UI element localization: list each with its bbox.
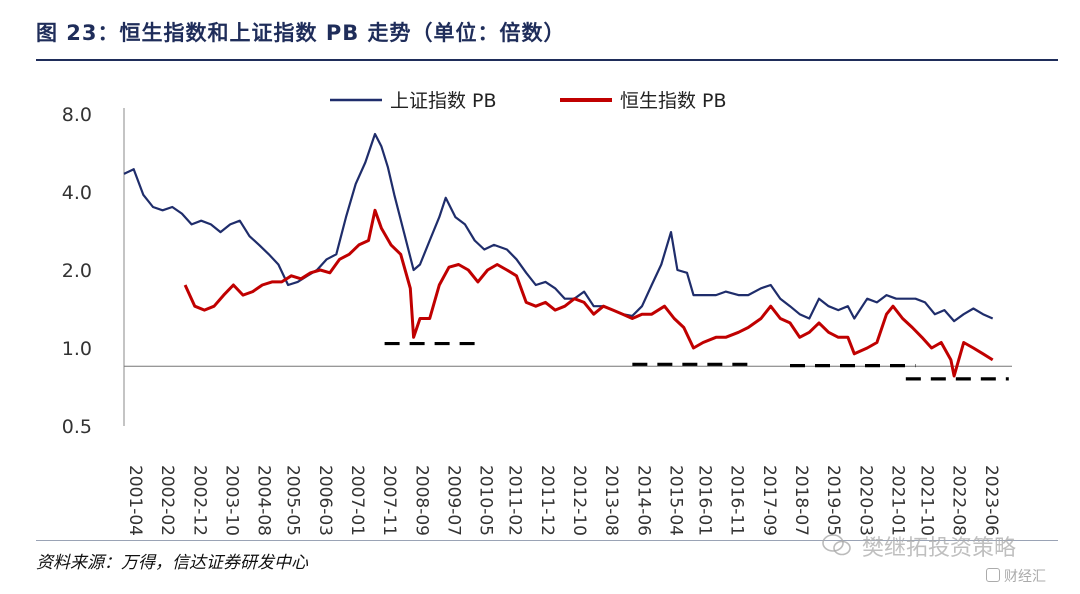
x-tick-label: 2016-01	[694, 465, 714, 536]
legend-label: 恒生指数 PB	[620, 90, 727, 112]
x-tick-label: 2001-04	[125, 465, 145, 536]
x-tick-label: 2023-06	[981, 465, 1001, 536]
series-line	[183, 208, 994, 378]
x-tick-label: 2020-03	[855, 465, 875, 536]
x-tick-label: 2002-12	[189, 465, 209, 536]
x-tick-label: 2006-03	[315, 465, 335, 536]
series-line	[123, 132, 994, 323]
finance-hub-icon	[986, 568, 1000, 582]
source-divider	[36, 540, 1058, 541]
x-tick-label: 2012-10	[569, 465, 589, 536]
x-tick-label: 2021-01	[888, 465, 908, 536]
x-tick-label: 2015-04	[666, 465, 686, 536]
wechat-icon	[822, 534, 851, 556]
x-tick-label: 2010-05	[476, 465, 496, 536]
y-tick-label: 8.0	[62, 104, 92, 126]
y-tick-label: 2.0	[62, 260, 92, 282]
x-tick-label: 2002-02	[157, 465, 177, 536]
x-tick-label: 2011-02	[505, 465, 525, 536]
x-tick-label: 2019-05	[823, 465, 843, 536]
pb-line-chart: 8.0 4.0 2.0 1.0 0.5 2001-04 2002-02 2002-12 2003…	[62, 90, 1012, 536]
legend-label: 上证指数 PB	[390, 90, 497, 112]
x-tick-label: 2016-11	[727, 465, 747, 536]
x-tick-label: 2007-11	[379, 465, 399, 536]
source-note: 资料来源：万得，信达证券研发中心	[36, 553, 308, 573]
x-tick-label: 2018-07	[791, 465, 811, 536]
x-tick-label: 2011-12	[537, 465, 557, 536]
watermark-text: 樊继拓投资策略	[862, 536, 1017, 561]
x-tick-label: 2014-06	[633, 465, 653, 536]
x-tick-label: 2013-08	[601, 465, 621, 536]
dashed-support-levels	[384, 341, 1009, 381]
y-tick-label: 0.5	[62, 416, 92, 438]
x-tick-label: 2021-10	[916, 465, 936, 536]
chart-series	[123, 132, 994, 378]
x-tick-label: 2009-07	[444, 465, 464, 536]
chart-legend: 上证指数 PB 恒生指数 PB	[330, 90, 727, 112]
x-tick-label: 2004-08	[254, 465, 274, 536]
x-tick-label: 2005-05	[283, 465, 303, 536]
x-tick-label: 2003-10	[222, 465, 242, 536]
chart-axes: 8.0 4.0 2.0 1.0 0.5 2001-04 2002-02 2002-12 2003…	[62, 104, 1001, 536]
watermark-subtext: 财经汇	[1004, 569, 1046, 585]
y-tick-label: 4.0	[62, 182, 92, 204]
x-tick-label: 2017-09	[759, 465, 779, 536]
y-tick-label: 1.0	[62, 338, 92, 360]
x-tick-label: 2022-08	[949, 465, 969, 536]
figure-title: 图 23：恒生指数和上证指数 PB 走势（单位：倍数）	[36, 21, 566, 45]
title-divider	[36, 59, 1058, 61]
x-tick-label: 2008-09	[411, 465, 431, 536]
x-tick-label: 2007-01	[347, 465, 367, 536]
